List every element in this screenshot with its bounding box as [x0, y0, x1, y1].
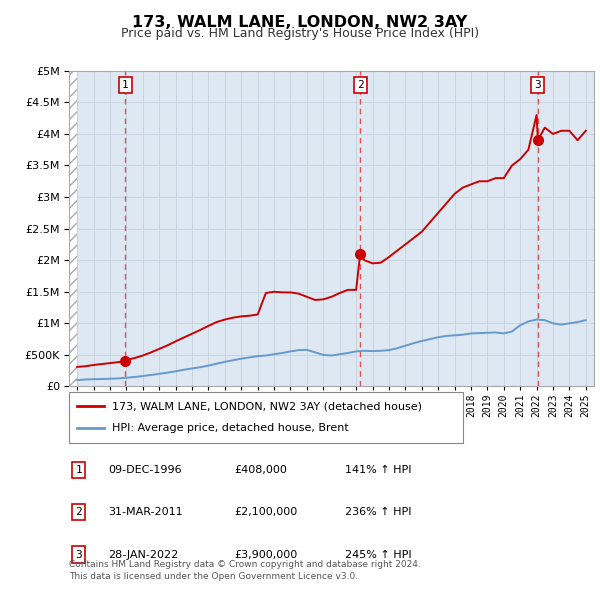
Text: Contains HM Land Registry data © Crown copyright and database right 2024.
This d: Contains HM Land Registry data © Crown c… [69, 560, 421, 581]
Text: 3: 3 [76, 550, 82, 559]
Bar [69, 71, 77, 386]
Text: 173, WALM LANE, LONDON, NW2 3AY (detached house): 173, WALM LANE, LONDON, NW2 3AY (detache… [112, 401, 422, 411]
Text: 31-MAR-2011: 31-MAR-2011 [109, 507, 183, 517]
Text: £3,900,000: £3,900,000 [235, 550, 298, 559]
FancyBboxPatch shape [69, 392, 463, 442]
Text: £408,000: £408,000 [235, 465, 287, 474]
Text: 3: 3 [535, 80, 541, 90]
Text: 09-DEC-1996: 09-DEC-1996 [109, 465, 182, 474]
Text: 28-JAN-2022: 28-JAN-2022 [109, 550, 179, 559]
Text: 173, WALM LANE, LONDON, NW2 3AY: 173, WALM LANE, LONDON, NW2 3AY [133, 15, 467, 30]
Text: 2: 2 [76, 507, 82, 517]
Text: £2,100,000: £2,100,000 [235, 507, 298, 517]
Text: 141% ↑ HPI: 141% ↑ HPI [344, 465, 411, 474]
Text: 245% ↑ HPI: 245% ↑ HPI [344, 550, 411, 559]
Text: Price paid vs. HM Land Registry's House Price Index (HPI): Price paid vs. HM Land Registry's House … [121, 27, 479, 40]
Text: 1: 1 [122, 80, 128, 90]
Text: 2: 2 [357, 80, 364, 90]
Text: 1: 1 [76, 465, 82, 474]
Text: HPI: Average price, detached house, Brent: HPI: Average price, detached house, Bren… [112, 424, 349, 434]
Text: 236% ↑ HPI: 236% ↑ HPI [344, 507, 411, 517]
